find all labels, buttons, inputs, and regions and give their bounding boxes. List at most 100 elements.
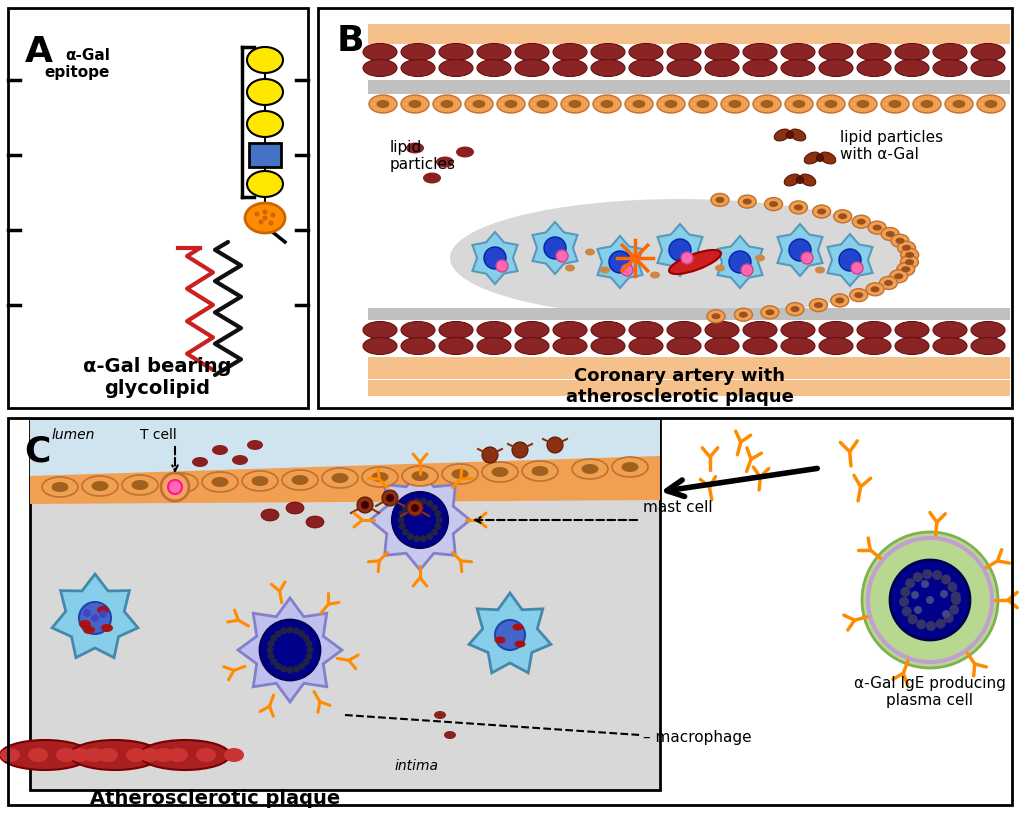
Circle shape xyxy=(789,239,810,261)
Circle shape xyxy=(915,620,925,629)
Ellipse shape xyxy=(82,476,118,496)
Ellipse shape xyxy=(211,477,228,487)
Ellipse shape xyxy=(0,740,90,770)
Circle shape xyxy=(398,510,406,517)
Ellipse shape xyxy=(932,59,966,76)
Ellipse shape xyxy=(666,337,700,354)
Text: T cell: T cell xyxy=(140,428,176,442)
Ellipse shape xyxy=(742,198,751,205)
Circle shape xyxy=(255,211,259,216)
Circle shape xyxy=(861,532,997,668)
Ellipse shape xyxy=(894,321,928,338)
Ellipse shape xyxy=(438,59,473,76)
Ellipse shape xyxy=(742,59,776,76)
Ellipse shape xyxy=(880,228,898,241)
Circle shape xyxy=(850,262,862,274)
Ellipse shape xyxy=(514,641,525,647)
Ellipse shape xyxy=(98,748,118,762)
Circle shape xyxy=(303,659,310,665)
Circle shape xyxy=(900,587,909,597)
Ellipse shape xyxy=(970,59,1004,76)
Ellipse shape xyxy=(738,195,755,208)
Bar xyxy=(368,357,1009,379)
Ellipse shape xyxy=(83,626,95,634)
Circle shape xyxy=(266,646,273,654)
Ellipse shape xyxy=(781,59,814,76)
Text: C: C xyxy=(24,434,50,468)
Ellipse shape xyxy=(477,59,511,76)
Circle shape xyxy=(431,504,437,511)
Ellipse shape xyxy=(406,142,424,154)
Circle shape xyxy=(411,504,419,512)
Circle shape xyxy=(668,239,690,261)
Ellipse shape xyxy=(362,467,397,487)
Ellipse shape xyxy=(704,337,739,354)
Ellipse shape xyxy=(455,146,474,158)
Text: Atherosclerotic plaque: Atherosclerotic plaque xyxy=(90,789,339,808)
Ellipse shape xyxy=(823,100,837,108)
Ellipse shape xyxy=(247,440,263,450)
Ellipse shape xyxy=(496,95,525,113)
Ellipse shape xyxy=(720,95,748,113)
Ellipse shape xyxy=(441,464,478,484)
Ellipse shape xyxy=(789,129,805,141)
Ellipse shape xyxy=(784,174,799,186)
Ellipse shape xyxy=(363,337,396,354)
Ellipse shape xyxy=(438,44,473,60)
Ellipse shape xyxy=(291,475,308,485)
Ellipse shape xyxy=(331,473,348,483)
Circle shape xyxy=(426,533,433,540)
Circle shape xyxy=(796,176,803,184)
Circle shape xyxy=(546,437,562,453)
Text: intima: intima xyxy=(394,759,438,773)
Ellipse shape xyxy=(852,215,869,228)
Ellipse shape xyxy=(252,476,268,486)
Ellipse shape xyxy=(433,711,445,719)
Text: A: A xyxy=(25,35,53,69)
Circle shape xyxy=(298,663,305,670)
Circle shape xyxy=(274,663,281,670)
Ellipse shape xyxy=(78,620,91,628)
Ellipse shape xyxy=(590,321,625,338)
Circle shape xyxy=(543,237,566,259)
Circle shape xyxy=(401,504,409,511)
Ellipse shape xyxy=(154,748,174,762)
Ellipse shape xyxy=(433,95,461,113)
Ellipse shape xyxy=(552,59,586,76)
Ellipse shape xyxy=(363,321,396,338)
Circle shape xyxy=(431,528,437,536)
Polygon shape xyxy=(30,420,659,490)
Circle shape xyxy=(91,614,99,622)
Circle shape xyxy=(434,510,441,517)
Polygon shape xyxy=(597,236,642,288)
Ellipse shape xyxy=(704,44,739,60)
Ellipse shape xyxy=(656,95,685,113)
Text: Coronary artery with
atherosclerotic plaque: Coronary artery with atherosclerotic pla… xyxy=(566,367,793,406)
Ellipse shape xyxy=(970,44,1004,60)
Circle shape xyxy=(270,659,277,665)
Circle shape xyxy=(512,442,528,458)
Ellipse shape xyxy=(856,321,891,338)
Ellipse shape xyxy=(451,469,468,479)
Circle shape xyxy=(943,613,953,623)
Circle shape xyxy=(260,620,320,680)
Text: lipid particles
with α-Gal: lipid particles with α-Gal xyxy=(840,130,943,163)
Text: lumen: lumen xyxy=(52,428,96,442)
Ellipse shape xyxy=(411,471,428,481)
Circle shape xyxy=(280,666,287,672)
Circle shape xyxy=(292,628,300,634)
Circle shape xyxy=(947,582,957,592)
Circle shape xyxy=(925,621,935,631)
Circle shape xyxy=(286,667,293,673)
Polygon shape xyxy=(30,456,659,504)
Text: mast cell: mast cell xyxy=(642,500,712,515)
Circle shape xyxy=(815,154,822,162)
Circle shape xyxy=(942,610,949,618)
Ellipse shape xyxy=(838,213,847,220)
Ellipse shape xyxy=(568,100,581,108)
Ellipse shape xyxy=(477,337,511,354)
Circle shape xyxy=(729,251,750,273)
Ellipse shape xyxy=(734,308,752,321)
Ellipse shape xyxy=(306,516,324,528)
Ellipse shape xyxy=(901,267,909,272)
